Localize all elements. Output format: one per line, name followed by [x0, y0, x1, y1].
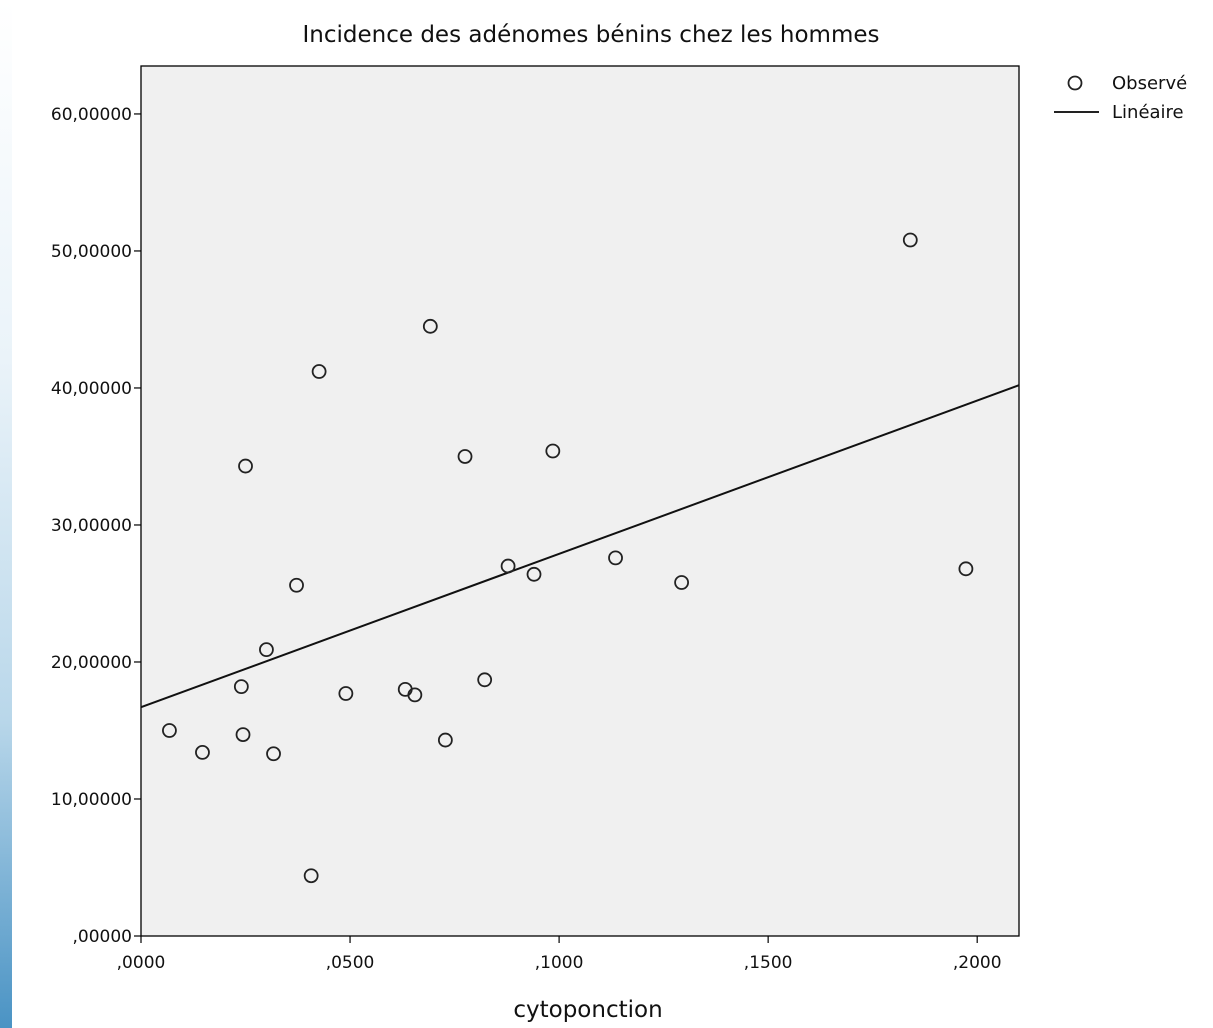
- observed-point: [500, 558, 516, 574]
- x-tick-label: ,2000: [953, 953, 1002, 973]
- x-tick-label: ,1000: [535, 953, 584, 973]
- observed-point: [233, 679, 249, 695]
- legend-linear-label: Linéaire: [1112, 102, 1184, 123]
- observed-point: [266, 746, 281, 762]
- observed-point: [674, 575, 689, 590]
- y-tick-label: 30,00000: [51, 516, 132, 536]
- y-tick-label: 40,00000: [51, 379, 132, 399]
- y-axis: ,00000 10,00000 20,00000 30,00000 40,00000 50…: [51, 105, 141, 947]
- observed-point: [526, 566, 542, 582]
- legend-observed-label: Observé: [1112, 73, 1187, 94]
- linear-fit-line: [140, 384, 1020, 709]
- observed-point: [195, 745, 210, 760]
- x-tick-label: ,0500: [326, 953, 375, 973]
- observed-point: [338, 686, 354, 701]
- x-tick-label: ,0000: [117, 953, 166, 973]
- legend-observed-marker: [1067, 75, 1083, 91]
- observed-points-layer: [162, 232, 974, 884]
- observed-point: [477, 672, 493, 688]
- observed-point: [608, 550, 623, 566]
- y-tick-label: ,00000: [73, 927, 132, 947]
- observed-point: [259, 642, 274, 658]
- observed-point: [437, 732, 453, 748]
- observed-point: [545, 443, 561, 459]
- page-edge-decoration: [0, 0, 12, 1028]
- x-axis: ,0000 ,0500 ,1000 ,1500 ,2000: [117, 936, 1002, 973]
- x-axis-title: cytoponction: [513, 997, 662, 1023]
- linear-fit-layer: [140, 384, 1020, 709]
- observed-point: [289, 577, 304, 593]
- y-tick-label: 10,00000: [51, 790, 132, 810]
- x-tick-label: ,1500: [744, 953, 793, 973]
- y-tick-label: 20,00000: [51, 653, 132, 673]
- y-tick-label: 60,00000: [51, 105, 132, 125]
- observed-point: [407, 687, 423, 703]
- observed-point: [311, 364, 327, 379]
- observed-point: [457, 449, 473, 464]
- observed-point: [238, 458, 253, 474]
- observed-point: [422, 318, 438, 334]
- plot-area: [140, 65, 1020, 937]
- observed-point: [162, 723, 177, 738]
- observed-point: [958, 561, 974, 577]
- y-tick-label: 50,00000: [51, 242, 132, 262]
- observed-point: [303, 868, 319, 884]
- legend: Observé Linéaire: [1054, 73, 1187, 123]
- observed-point: [902, 232, 918, 248]
- chart-title: Incidence des adénomes bénins chez les h…: [303, 22, 880, 48]
- observed-point: [235, 727, 251, 742]
